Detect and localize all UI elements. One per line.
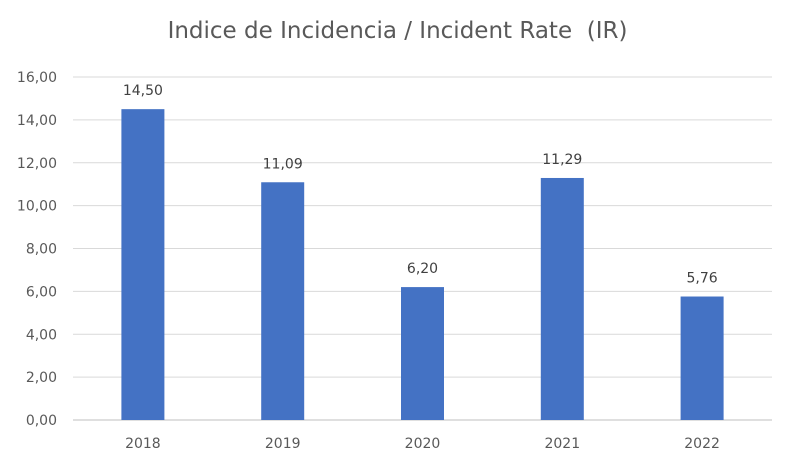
y-tick-label: 4,00 — [26, 327, 57, 343]
x-tick-label: 2019 — [265, 436, 301, 452]
chart-title: Indice de Incidencia / Incident Rate (IR… — [167, 18, 628, 44]
x-tick-label: 2020 — [405, 436, 441, 452]
bar — [401, 287, 444, 420]
bar — [680, 296, 724, 420]
bar — [121, 109, 165, 420]
data-label: 14,50 — [123, 83, 163, 99]
y-tick-label: 12,00 — [17, 156, 57, 172]
x-tick-label: 2022 — [684, 436, 720, 452]
data-label: 6,20 — [407, 261, 438, 277]
y-tick-label: 6,00 — [26, 284, 57, 300]
data-label: 5,76 — [687, 271, 718, 287]
x-tick-label: 2021 — [544, 436, 580, 452]
y-tick-label: 16,00 — [17, 70, 57, 86]
y-tick-label: 10,00 — [17, 199, 57, 215]
data-label: 11,09 — [263, 156, 303, 172]
bar — [540, 177, 584, 420]
x-tick-label: 2018 — [125, 436, 161, 452]
y-tick-label: 14,00 — [17, 113, 57, 129]
y-tick-label: 0,00 — [26, 413, 57, 429]
y-tick-label: 8,00 — [26, 242, 57, 258]
y-tick-label: 2,00 — [26, 370, 57, 386]
bar — [261, 182, 305, 420]
data-label: 11,29 — [542, 152, 582, 168]
